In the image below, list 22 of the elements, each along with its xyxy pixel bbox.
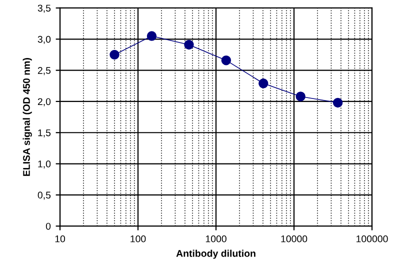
y-tick-label: 2,0: [38, 98, 51, 106]
x-tick-label: 10: [55, 235, 66, 242]
x-axis-title: Antibody dilution: [176, 250, 256, 259]
y-tick-label: 2,5: [38, 67, 51, 76]
x-tick-label: 10000: [281, 235, 308, 242]
x-tick-label: 100000: [356, 235, 388, 242]
y-tick-label: 0,5: [38, 192, 51, 200]
point: [258, 78, 268, 88]
point: [146, 31, 157, 41]
y-tick-label: 3,0: [38, 36, 51, 44]
y-tick-label: 1,5: [38, 129, 51, 138]
y-axis-title: ELISA signal (OD 450 nm): [22, 58, 32, 176]
point: [296, 92, 306, 102]
point: [110, 50, 120, 60]
point: [332, 98, 343, 108]
y-tick-label: 3,5: [38, 4, 51, 13]
y-tick-label: 1,0: [38, 160, 51, 169]
point: [221, 55, 232, 66]
x-tick-label: 100: [130, 235, 146, 242]
point: [184, 40, 194, 50]
y-tick-label: 0: [46, 222, 51, 230]
x-tick-label: 1000: [206, 235, 226, 242]
